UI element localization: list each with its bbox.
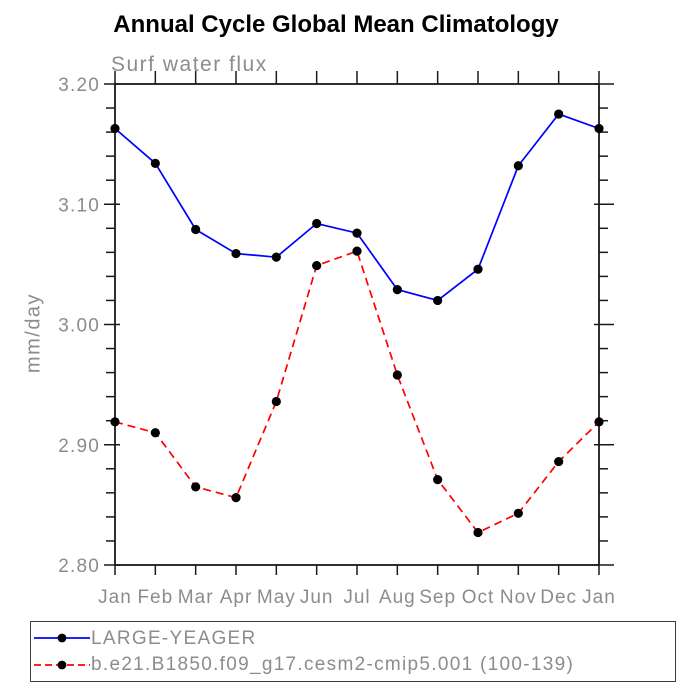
data-point-s1 bbox=[110, 417, 120, 427]
y-tick-label: 3.20 bbox=[58, 75, 100, 96]
x-tick-label: Jan bbox=[582, 587, 616, 608]
x-tick-label: Jun bbox=[300, 587, 334, 608]
legend-line-sample-1 bbox=[34, 660, 90, 670]
x-tick-label: Aug bbox=[379, 587, 416, 608]
x-tick-label: Dec bbox=[540, 587, 577, 608]
data-point-s1 bbox=[392, 370, 402, 380]
legend-box: LARGE-YEAGER b.e21.B1850.f09_g17.cesm2-c… bbox=[30, 621, 676, 682]
data-point-s0 bbox=[433, 295, 443, 306]
y-tick-label: 3.10 bbox=[58, 195, 100, 216]
data-point-s1 bbox=[473, 527, 483, 538]
data-point-s0 bbox=[271, 252, 281, 262]
data-point-s1 bbox=[150, 428, 160, 438]
data-point-s0 bbox=[231, 248, 241, 259]
data-point-s0 bbox=[594, 123, 604, 134]
x-tick-label: Mar bbox=[178, 587, 214, 608]
x-tick-label: May bbox=[257, 587, 296, 608]
x-tick-label: Jan bbox=[98, 587, 132, 608]
x-tick-label: Feb bbox=[137, 587, 173, 608]
chart-title: Annual Cycle Global Mean Climatology bbox=[113, 11, 559, 38]
data-point-s0 bbox=[150, 158, 160, 168]
data-point-s0 bbox=[554, 109, 564, 119]
data-point-s0 bbox=[473, 264, 483, 274]
data-point-s1 bbox=[433, 475, 443, 485]
data-point-s1 bbox=[191, 482, 201, 492]
y-tick-label: 2.80 bbox=[58, 556, 100, 577]
x-tick-label: Nov bbox=[500, 587, 537, 608]
x-tick-label: Apr bbox=[220, 587, 253, 608]
data-point-s0 bbox=[352, 228, 362, 238]
data-point-s1 bbox=[231, 493, 241, 503]
data-point-s1 bbox=[594, 417, 604, 427]
data-point-s0 bbox=[513, 161, 523, 171]
data-point-s0 bbox=[392, 285, 402, 295]
data-point-s1 bbox=[554, 456, 564, 467]
y-tick-label: 3.00 bbox=[58, 316, 100, 337]
legend-label-0: LARGE-YEAGER bbox=[91, 627, 257, 649]
data-point-s1 bbox=[513, 508, 523, 518]
data-point-s1 bbox=[312, 260, 322, 271]
legend-row-0: LARGE-YEAGER bbox=[33, 625, 673, 651]
data-point-s0 bbox=[191, 224, 201, 235]
legend-line-sample-0 bbox=[34, 633, 90, 643]
data-point-s1 bbox=[352, 246, 362, 256]
data-point-s0 bbox=[312, 218, 322, 229]
data-point-s0 bbox=[110, 123, 120, 134]
legend-row-1: b.e21.B1850.f09_g17.cesm2-cmip5.001 (100… bbox=[33, 652, 673, 678]
series-line-1 bbox=[114, 250, 600, 534]
x-tick-label: Oct bbox=[462, 587, 495, 608]
x-tick-label: Jul bbox=[343, 587, 370, 608]
series-line-0 bbox=[114, 113, 600, 302]
x-tick-label: Sep bbox=[419, 587, 456, 608]
legend-label-1: b.e21.B1850.f09_g17.cesm2-cmip5.001 (100… bbox=[91, 654, 575, 676]
chart-subtitle: Surf water flux bbox=[111, 53, 268, 76]
y-tick-label: 2.90 bbox=[58, 436, 100, 457]
data-point-s1 bbox=[271, 396, 281, 407]
